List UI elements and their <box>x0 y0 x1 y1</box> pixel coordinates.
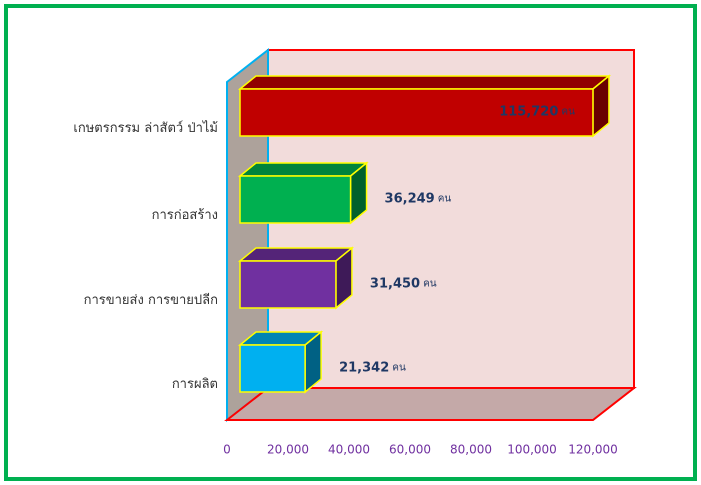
x-tick-label: 120,000 <box>568 443 618 457</box>
bar-top <box>237 75 612 90</box>
bar-front <box>239 260 337 309</box>
data-label: 31,450 คน <box>370 276 437 291</box>
x-tick-label: 100,000 <box>507 443 557 457</box>
x-tick-label: 0 <box>223 443 231 457</box>
category-label: เกษตรกรรม ล่าสัตว์ ป่าไม้ <box>73 120 218 136</box>
data-unit: คน <box>392 363 406 374</box>
data-unit: คน <box>438 194 452 205</box>
x-tick-label: 20,000 <box>267 443 309 457</box>
category-label: การผลิต <box>172 377 218 392</box>
bar-top <box>237 247 355 262</box>
bar <box>237 74 612 138</box>
bar <box>237 330 324 394</box>
data-value: 115,720 <box>499 104 558 119</box>
data-value: 21,342 <box>339 360 389 375</box>
data-label: 21,342 คน <box>339 360 406 375</box>
data-label: 36,249 คน <box>385 191 452 206</box>
x-tick-label: 80,000 <box>450 443 492 457</box>
bar-front <box>239 344 306 393</box>
data-unit: คน <box>561 107 575 118</box>
bar-front <box>239 175 352 224</box>
x-tick-label: 60,000 <box>389 443 431 457</box>
bar <box>237 246 355 310</box>
bar <box>237 161 369 225</box>
data-unit: คน <box>423 279 437 290</box>
x-tick-label: 40,000 <box>328 443 370 457</box>
floor <box>224 387 637 421</box>
category-label: การก่อสร้าง <box>152 208 218 223</box>
bar-front <box>239 88 594 137</box>
category-label: การขายส่ง การขายปลีก <box>84 292 218 308</box>
data-value: 36,249 <box>385 191 435 206</box>
data-label: 115,720 คน <box>499 104 575 119</box>
data-value: 31,450 <box>370 276 420 291</box>
bar-top <box>237 162 369 177</box>
